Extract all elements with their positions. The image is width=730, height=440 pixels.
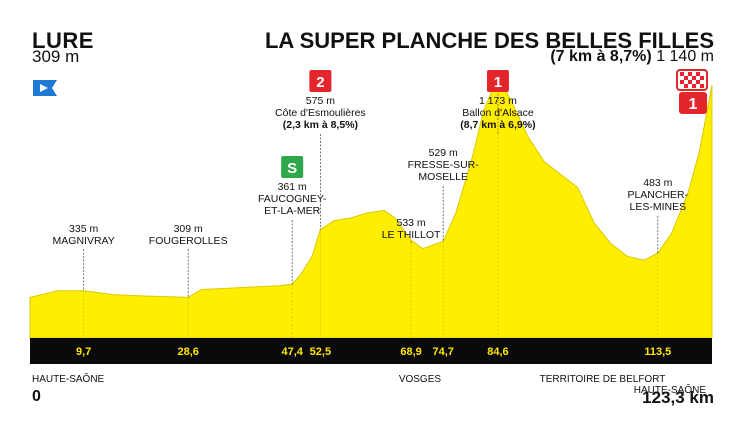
checker-square bbox=[692, 76, 696, 80]
place-altitude-6: 1 173 m bbox=[479, 95, 517, 107]
place-label-6-1: (8,7 km à 6,9%) bbox=[460, 119, 535, 131]
sprint-icon-2 bbox=[281, 156, 304, 178]
region-label-3: HAUTE-SAÔNE bbox=[634, 383, 707, 396]
place-label-5-1: MOSELLE bbox=[418, 171, 468, 183]
checker-square bbox=[688, 80, 692, 84]
place-label-6-0: Ballon d'Alsace bbox=[462, 107, 534, 119]
start-flag-icon bbox=[33, 80, 57, 96]
checker-square bbox=[692, 84, 696, 88]
climb-category-icon-3 bbox=[309, 70, 332, 92]
climb-category-label-6: 1 bbox=[494, 74, 502, 91]
place-label-3-1: (2,3 km à 8,5%) bbox=[283, 119, 358, 131]
start-town-name: LURE bbox=[32, 28, 94, 53]
km-marker-2: 47,4 bbox=[281, 346, 303, 358]
finish-climb-category-label: 1 bbox=[689, 96, 698, 113]
checker-square bbox=[700, 76, 704, 80]
finish-climb-category-icon: 1 bbox=[679, 92, 707, 114]
km-marker-1: 28,6 bbox=[177, 346, 198, 358]
checker-square bbox=[684, 84, 688, 88]
region-label-2: TERRITOIRE DE BELFORT bbox=[540, 374, 666, 385]
checker-square bbox=[680, 80, 684, 84]
region-label-0: HAUTE-SAÔNE bbox=[32, 372, 105, 385]
checker-square bbox=[684, 76, 688, 80]
finish-climb-info: (7 km à 8,7%) bbox=[550, 48, 652, 65]
km-marker-4: 68,9 bbox=[400, 346, 421, 358]
place-label-3-0: Côte d'Esmoulières bbox=[275, 107, 366, 119]
finish-altitude: 1 140 m bbox=[656, 48, 714, 65]
km-marker-6: 84,6 bbox=[487, 346, 508, 358]
sprint-label-2: S bbox=[287, 160, 297, 177]
place-label-1-0: FOUGEROLLES bbox=[149, 235, 228, 247]
place-label-7-0: PLANCHER- bbox=[627, 189, 688, 201]
place-altitude-2: 361 m bbox=[278, 181, 307, 193]
checker-square bbox=[688, 72, 692, 76]
place-label-7-1: LES-MINES bbox=[629, 201, 686, 213]
finish-subtitle: (7 km à 8,7%) 1 140 m bbox=[550, 48, 714, 66]
finish-town-name: LA SUPER PLANCHE DES BELLES FILLES bbox=[264, 28, 714, 53]
finish-checkered-flag-icon bbox=[676, 69, 708, 91]
place-altitude-0: 335 m bbox=[69, 223, 98, 235]
km-band bbox=[30, 338, 712, 364]
place-altitude-1: 309 m bbox=[174, 223, 203, 235]
checker-square bbox=[700, 84, 704, 88]
climb-category-icon-6 bbox=[486, 70, 509, 92]
place-altitude-4: 533 m bbox=[397, 217, 426, 229]
checker-square bbox=[680, 72, 684, 76]
place-altitude-7: 483 m bbox=[643, 177, 672, 189]
elevation-profile-area bbox=[29, 75, 713, 339]
end-distance: 123,3 km bbox=[642, 388, 714, 407]
place-label-2-0: FAUCOGNEY- bbox=[258, 193, 327, 205]
km-marker-0: 9,7 bbox=[76, 346, 91, 358]
km-marker-5: 74,7 bbox=[432, 346, 453, 358]
region-label-1: VOSGES bbox=[399, 374, 442, 385]
climb-category-label-3: 2 bbox=[316, 74, 324, 91]
place-label-2-1: ET-LA-MER bbox=[264, 205, 320, 217]
km-marker-7: 113,5 bbox=[644, 346, 671, 358]
place-altitude-3: 575 m bbox=[306, 95, 335, 107]
km-marker-3: 52,5 bbox=[310, 346, 331, 358]
place-label-5-0: FRESSE-SUR- bbox=[408, 159, 480, 171]
start-altitude: 309 m bbox=[32, 47, 80, 66]
place-label-0-0: MAGNIVRAY bbox=[53, 235, 115, 247]
checker-square bbox=[696, 72, 700, 76]
place-label-4-0: LE THILLOT bbox=[382, 229, 441, 241]
place-altitude-5: 529 m bbox=[429, 147, 458, 159]
start-distance: 0 bbox=[32, 388, 41, 405]
checker-square bbox=[696, 80, 700, 84]
